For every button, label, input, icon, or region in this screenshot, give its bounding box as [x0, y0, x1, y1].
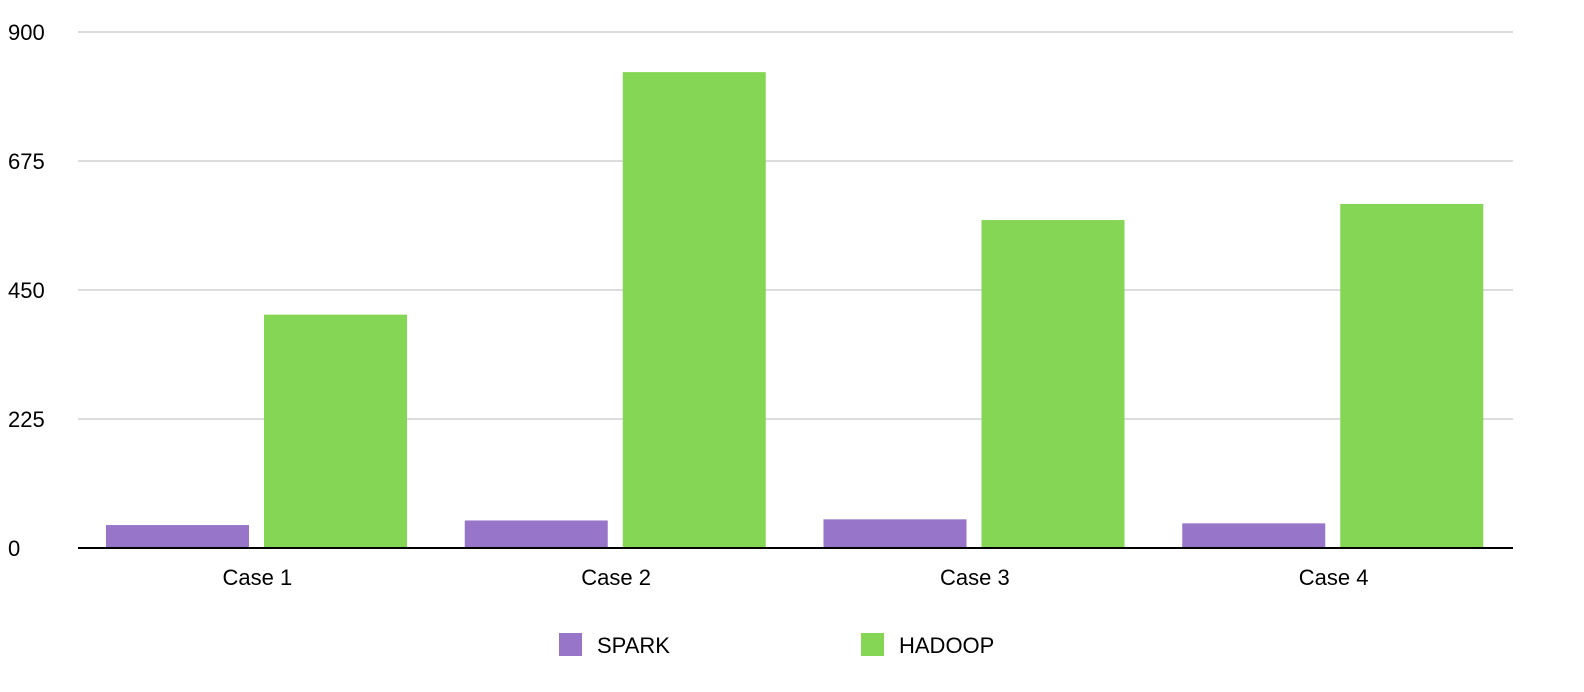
legend-label-spark: SPARK — [597, 633, 670, 658]
x-tick-label: Case 4 — [1299, 565, 1369, 590]
bar-spark-case-1 — [106, 525, 249, 548]
legend: SPARK HADOOP — [559, 633, 994, 658]
bar-spark-case-3 — [823, 519, 967, 548]
bar-hadoop-case-2 — [622, 72, 766, 548]
bar-spark-case-2 — [464, 520, 608, 548]
x-tick-label: Case 1 — [223, 565, 293, 590]
x-tick-label: Case 3 — [940, 565, 1010, 590]
y-axis-tick-labels: 0 225 450 675 900 — [8, 20, 45, 561]
y-tick-label: 675 — [8, 149, 45, 174]
bar-hadoop-case-3 — [981, 220, 1125, 548]
gridlines — [78, 31, 1513, 420]
y-tick-label: 0 — [8, 536, 20, 561]
y-tick-label: 900 — [8, 20, 45, 45]
bars — [106, 72, 1484, 548]
legend-label-hadoop: HADOOP — [899, 633, 994, 658]
y-tick-label: 450 — [8, 278, 45, 303]
x-tick-label: Case 2 — [581, 565, 651, 590]
legend-swatch-spark — [559, 633, 582, 656]
legend-swatch-hadoop — [861, 633, 884, 656]
bar-spark-case-4 — [1182, 523, 1326, 548]
bar-hadoop-case-4 — [1340, 204, 1484, 548]
x-axis-tick-labels: Case 1 Case 2 Case 3 Case 4 — [223, 565, 1369, 590]
y-tick-label: 225 — [8, 407, 45, 432]
bar-hadoop-case-1 — [264, 314, 407, 548]
